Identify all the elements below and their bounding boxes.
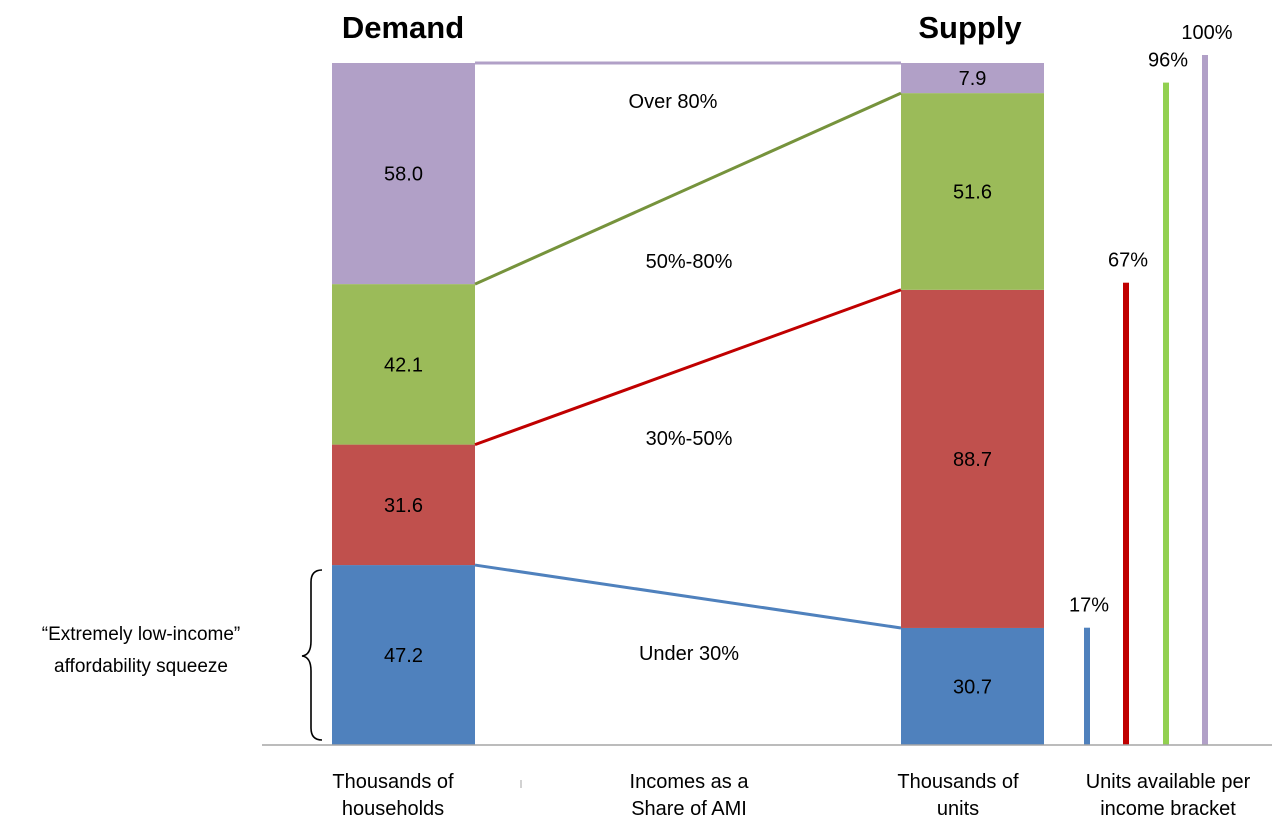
connector-under-30: [474, 563, 902, 630]
availability-label-30-50: 67%: [1108, 250, 1148, 272]
demand-title: Demand: [342, 10, 464, 45]
availability-label-over-80: 100%: [1181, 22, 1232, 44]
availability-bars: 17% 67% 96% 100%: [1069, 22, 1233, 746]
supply-segment-50-80: [901, 93, 1044, 290]
pct-axis-label-2: income bracket: [1100, 798, 1236, 820]
availability-bar-over-80: [1202, 55, 1208, 745]
band-label-30-50: 30%-50%: [646, 428, 733, 450]
demand-axis-label-2: households: [342, 798, 444, 820]
connector-lines: [474, 61, 902, 630]
band-labels: Under 30% 30%-50% 50%-80% Over 80%: [629, 91, 740, 665]
availability-bar-30-50: [1123, 282, 1129, 745]
annotation-line-2: affordability squeeze: [54, 656, 228, 677]
supply-value-under-30: 30.7: [953, 676, 992, 698]
supply-segment-under-30: [901, 627, 1044, 745]
availability-label-50-80: 96%: [1148, 50, 1188, 72]
supply-segment-30-50: [901, 289, 1044, 628]
bands-axis-label-2: Share of AMI: [631, 798, 747, 820]
demand-value-50-80: 42.1: [384, 354, 423, 376]
bands-axis-label-1: Incomes as a: [630, 771, 750, 793]
demand-value-30-50: 31.6: [384, 495, 423, 517]
demand-segment-50-80: [332, 284, 475, 445]
squeeze-annotation: “Extremely low-income” affordability squ…: [42, 569, 323, 741]
supply-value-30-50: 88.7: [953, 449, 992, 471]
demand-value-under-30: 47.2: [384, 645, 423, 667]
band-label-under-30: Under 30%: [639, 643, 739, 665]
availability-bar-50-80: [1163, 82, 1169, 746]
connector-50-80: [474, 91, 902, 286]
demand-segment-over-80: [332, 63, 475, 285]
curly-brace-icon: [301, 569, 323, 741]
demand-segment-30-50: [332, 444, 475, 566]
supply-title: Supply: [918, 10, 1022, 45]
annotation-line-1: “Extremely low-income”: [42, 624, 240, 645]
availability-label-under-30: 17%: [1069, 595, 1109, 617]
band-label-over-80: Over 80%: [629, 91, 718, 113]
supply-value-over-80: 7.9: [959, 68, 987, 90]
supply-value-50-80: 51.6: [953, 181, 992, 203]
supply-axis-label-2: units: [937, 798, 979, 820]
pct-axis-label-1: Units available per: [1086, 771, 1251, 793]
demand-axis-label-1: Thousands of: [332, 771, 454, 793]
availability-bar-under-30: [1084, 627, 1090, 745]
stacked-bars: 47.2 31.6 42.1 58.0 30.7 88.7 51.6 7.9: [332, 63, 1044, 745]
demand-value-over-80: 58.0: [384, 164, 423, 186]
supply-segment-over-80: [901, 63, 1044, 94]
supply-axis-label-1: Thousands of: [897, 771, 1019, 793]
connector-30-50: [474, 288, 902, 447]
band-label-50-80: 50%-80%: [646, 251, 733, 273]
demand-segment-under-30: [332, 565, 475, 745]
category-labels: Thousands of households Incomes as a Sha…: [332, 771, 1250, 820]
